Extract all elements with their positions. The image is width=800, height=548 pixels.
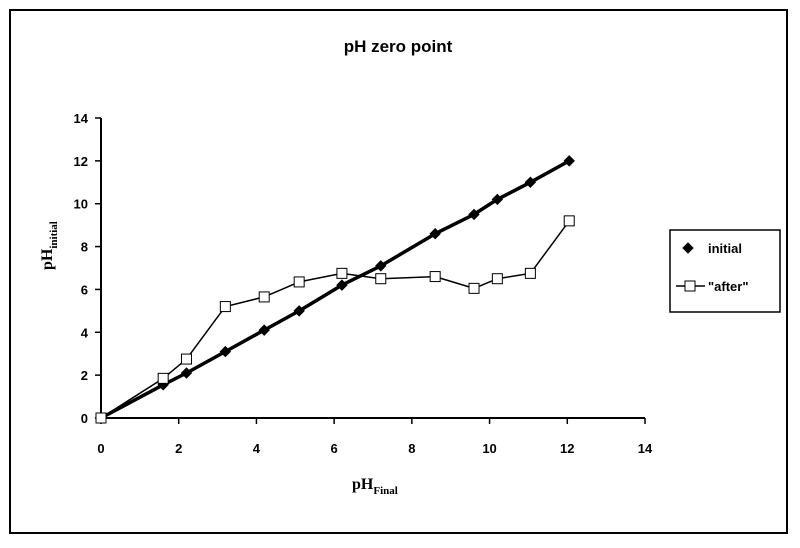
legend-diamond-marker [682, 242, 694, 254]
x-tick-label: 6 [331, 441, 338, 456]
data-point-initial [429, 228, 441, 240]
y-tick-label: 10 [74, 197, 88, 212]
data-point-initial [468, 208, 480, 221]
x-axis-label-sub: Final [373, 485, 397, 497]
x-tick-label: 0 [97, 441, 104, 456]
x-tick-label: 8 [408, 441, 415, 456]
y-tick-label: 4 [81, 325, 89, 340]
data-point-initial [258, 324, 270, 336]
y-axis-label-sub: initial [48, 221, 60, 249]
data-point-after [491, 273, 503, 285]
y-tick-label: 12 [74, 154, 88, 169]
legend-label-initial: initial [708, 241, 742, 256]
chart-frame [9, 9, 788, 534]
x-tick-label: 12 [560, 441, 574, 456]
y-tick-label: 2 [81, 368, 88, 383]
series-markers [95, 155, 575, 424]
y-axis-label-main: pH [39, 248, 56, 270]
x-tick-label: 10 [482, 441, 496, 456]
legend: initial "after" [669, 229, 781, 313]
legend-item-initial: initial [682, 241, 742, 256]
y-tick-label: 0 [81, 411, 88, 426]
chart-title: pH zero point [344, 37, 453, 56]
series-line-after [100, 220, 570, 419]
data-point-after [563, 215, 575, 227]
legend-item-after: "after" [676, 279, 749, 294]
data-point-after [95, 412, 107, 424]
data-point-initial [293, 305, 305, 317]
y-axis-label: pHinitial [39, 221, 60, 270]
data-point-after [375, 273, 387, 285]
data-point-initial [180, 367, 193, 379]
data-point-after [293, 276, 305, 288]
data-point-initial [336, 279, 348, 291]
data-point-after [157, 372, 169, 384]
x-tick-label: 2 [175, 441, 182, 456]
legend-label-after: "after" [708, 279, 749, 294]
data-point-after [336, 267, 348, 279]
x-tick-label: 14 [638, 441, 653, 456]
data-point-initial [375, 260, 387, 272]
y-tick-label: 8 [81, 240, 88, 255]
data-point-initial [491, 193, 504, 206]
data-point-after [429, 271, 441, 283]
data-point-initial [563, 155, 575, 167]
data-point-after [180, 353, 192, 365]
data-point-after [258, 291, 270, 303]
x-axis-label: pHFinal [352, 476, 398, 497]
legend-square-marker [684, 280, 696, 292]
data-point-initial [524, 176, 537, 188]
data-point-after [524, 267, 536, 279]
data-point-after [219, 301, 231, 313]
y-tick-label: 6 [81, 282, 88, 297]
axes [95, 117, 646, 424]
x-tick-label: 4 [253, 441, 261, 456]
x-axis-label-main: pH [352, 476, 374, 493]
y-tick-label: 14 [74, 111, 89, 126]
tick-labels: 0 2 4 6 8 10 12 14 0 2 4 6 8 10 12 14 [74, 111, 653, 456]
data-point-initial [219, 345, 232, 358]
data-point-after [468, 282, 480, 294]
